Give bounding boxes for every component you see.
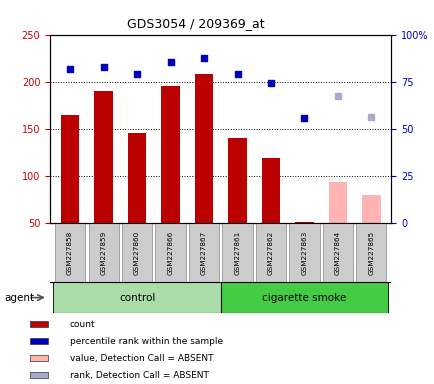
Text: GSM227867: GSM227867 xyxy=(201,230,207,275)
Bar xyxy=(128,133,146,223)
Bar xyxy=(30,321,48,327)
Bar xyxy=(94,91,112,223)
Bar xyxy=(194,74,213,223)
Point xyxy=(200,55,207,61)
Text: agent: agent xyxy=(4,293,34,303)
Point xyxy=(133,71,140,77)
Text: value, Detection Call = ABSENT: value, Detection Call = ABSENT xyxy=(69,354,213,363)
Bar xyxy=(30,338,48,344)
Text: GSM227860: GSM227860 xyxy=(134,230,140,275)
Point xyxy=(167,59,174,65)
Point xyxy=(334,93,341,99)
Text: GSM227866: GSM227866 xyxy=(167,230,173,275)
Bar xyxy=(122,223,152,282)
Bar xyxy=(55,223,85,282)
Bar xyxy=(295,222,313,223)
Text: percentile rank within the sample: percentile rank within the sample xyxy=(69,337,222,346)
Text: cigarette smoke: cigarette smoke xyxy=(262,293,346,303)
Point xyxy=(100,65,107,71)
Bar xyxy=(161,86,179,223)
Text: GSM227858: GSM227858 xyxy=(67,230,73,275)
Bar xyxy=(328,182,346,223)
Bar xyxy=(355,223,385,282)
Bar xyxy=(30,355,48,361)
Bar xyxy=(222,223,252,282)
Text: GSM227859: GSM227859 xyxy=(100,230,106,275)
Bar xyxy=(188,223,219,282)
Text: control: control xyxy=(118,293,155,303)
Bar xyxy=(61,114,79,223)
Text: rank, Detection Call = ABSENT: rank, Detection Call = ABSENT xyxy=(69,371,208,380)
Bar xyxy=(362,195,380,223)
Text: GSM227865: GSM227865 xyxy=(368,230,374,275)
Point xyxy=(367,114,374,121)
Bar xyxy=(155,223,185,282)
Bar xyxy=(228,138,246,223)
Point xyxy=(66,66,73,73)
Bar xyxy=(89,223,118,282)
Text: GSM227863: GSM227863 xyxy=(301,230,307,275)
Bar xyxy=(289,223,319,282)
Bar xyxy=(220,282,387,313)
Text: GDS3054 / 209369_at: GDS3054 / 209369_at xyxy=(127,17,264,30)
Bar xyxy=(53,282,220,313)
Bar xyxy=(322,223,352,282)
Text: GSM227862: GSM227862 xyxy=(267,230,273,275)
Text: count: count xyxy=(69,320,95,329)
Point xyxy=(300,115,307,121)
Bar xyxy=(255,223,286,282)
Text: GSM227861: GSM227861 xyxy=(234,230,240,275)
Text: GSM227864: GSM227864 xyxy=(334,230,340,275)
Bar xyxy=(261,158,279,223)
Point xyxy=(233,71,240,77)
Point xyxy=(267,80,274,86)
Bar xyxy=(30,372,48,379)
